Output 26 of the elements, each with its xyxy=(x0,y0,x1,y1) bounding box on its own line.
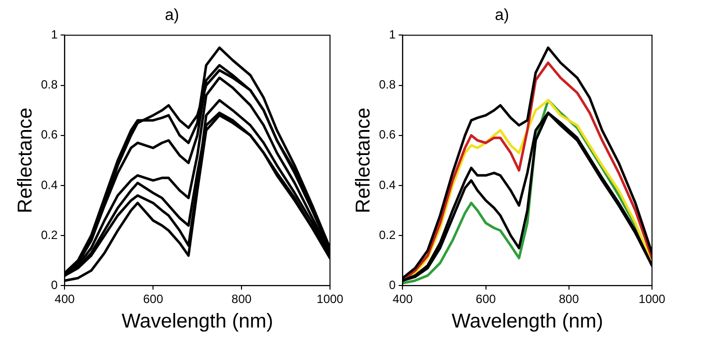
x-tick-label: 800 xyxy=(558,292,580,306)
x-tick-label: 400 xyxy=(392,292,414,306)
y-tick-label: 0 xyxy=(388,278,396,292)
x-axis-title: Wavelength (nm) xyxy=(122,310,274,333)
x-tick-label: 800 xyxy=(232,292,252,306)
x-axis-title: Wavelength (nm) xyxy=(452,310,604,333)
y-axis-title: Reflectance xyxy=(352,108,375,214)
y-tick-label: 1 xyxy=(50,28,58,42)
y-tick-label: 0.6 xyxy=(40,128,58,142)
y-tick-label: 0 xyxy=(50,278,58,292)
y-tick-label: 0.2 xyxy=(378,228,396,242)
chart-title: a) xyxy=(164,7,180,24)
x-tick-label: 400 xyxy=(54,292,76,306)
chart-title: a) xyxy=(494,7,510,24)
x-tick-label: 600 xyxy=(143,292,164,306)
x-tick-label: 1000 xyxy=(638,292,666,306)
y-tick-label: 0.4 xyxy=(40,178,58,192)
x-tick-label: 1000 xyxy=(316,292,344,306)
y-axis-title: Reflectance xyxy=(14,108,37,214)
y-tick-label: 0.2 xyxy=(40,228,58,242)
y-tick-label: 0.8 xyxy=(378,78,396,92)
y-tick-label: 1 xyxy=(388,28,396,42)
x-tick-label: 600 xyxy=(476,292,496,306)
y-tick-label: 0.4 xyxy=(378,178,396,192)
y-tick-label: 0.8 xyxy=(40,78,58,92)
y-tick-label: 0.6 xyxy=(378,128,396,142)
